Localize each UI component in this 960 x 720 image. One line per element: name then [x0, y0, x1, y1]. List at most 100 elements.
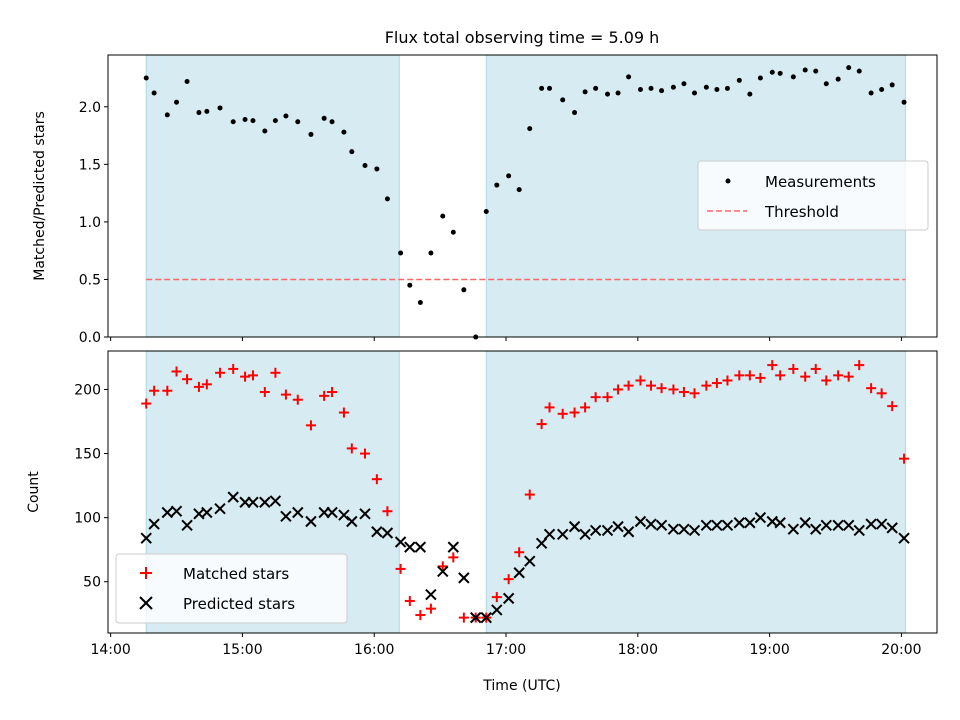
predicted-stars-point: [612, 520, 624, 533]
predicted-stars-point: [645, 518, 657, 530]
matched-stars-point: [395, 563, 406, 574]
predicted-stars-point: [832, 519, 844, 532]
predicted-stars-point: [733, 517, 746, 529]
predicted-stars-point: [404, 541, 416, 553]
matched-stars-point: [524, 489, 535, 500]
bottom-y-axis: 50 100 150 200: [74, 382, 108, 591]
measurements-point: [605, 91, 611, 97]
measurements-point: [174, 99, 180, 105]
predicted-stars-point: [425, 588, 437, 601]
matched-stars-point: [491, 592, 502, 603]
y-tick-label: 150: [74, 447, 101, 463]
predicted-stars-point: [842, 519, 855, 532]
predicted-stars-point: [269, 495, 282, 507]
top-x-ticks: [110, 337, 902, 341]
matched-stars-point: [821, 375, 832, 386]
matched-stars-point: [656, 383, 667, 394]
predicted-stars-point: [568, 520, 581, 533]
matched-stars-point: [514, 547, 525, 558]
matched-stars-point: [437, 561, 448, 572]
measurements-point: [802, 67, 808, 73]
count-series: [140, 360, 910, 624]
matched-stars-point: [678, 387, 689, 398]
x-tick-label: 18:00: [618, 642, 658, 658]
matched-stars-point: [775, 370, 786, 381]
matched-stars-point: [701, 380, 712, 391]
measurements-point: [143, 75, 149, 81]
measurements-point: [184, 78, 190, 84]
predicted-stars-point: [774, 517, 786, 529]
predicted-stars-point: [437, 565, 449, 578]
matched-stars-point: [425, 603, 436, 614]
predicted-stars-point: [346, 515, 358, 528]
matched-stars-point: [866, 383, 877, 394]
predicted-stars-point: [381, 527, 394, 539]
measurements-point: [703, 84, 709, 90]
bottom-legend: Matched stars Predicted stars: [115, 553, 348, 624]
matched-stars-point: [668, 384, 679, 395]
top-y-axis-label: Matched/Predicted stars: [32, 111, 48, 281]
matched-stars-point: [346, 443, 357, 454]
predicted-stars-point: [214, 502, 226, 515]
matched-stars-point: [292, 394, 303, 405]
measurements-point: [362, 162, 368, 168]
bottom-legend-box: [115, 553, 348, 624]
measurements-point: [835, 76, 841, 82]
matched-stars-point: [755, 372, 766, 383]
matched-stars-point: [240, 371, 251, 382]
predicted-stars-point: [744, 517, 756, 529]
matched-stars-point: [215, 367, 226, 378]
matched-stars-point: [371, 474, 382, 485]
measurements-series: [143, 65, 907, 340]
matched-stars-point: [689, 388, 700, 399]
measurements-point: [582, 89, 588, 95]
predicted-stars-point: [589, 524, 602, 537]
predicted-stars-point: [810, 523, 822, 535]
top-legend: Measurements Threshold: [697, 160, 929, 231]
x-axis-label: Time (UTC): [482, 678, 560, 694]
measurements-point: [868, 90, 874, 96]
matched-stars-point: [711, 378, 722, 389]
predicted-stars-point: [700, 519, 713, 532]
measurements-point: [428, 250, 434, 256]
matched-stars-point: [635, 375, 646, 386]
top-y-axis: 0.0 0.5 1.0 1.5 2.0: [79, 100, 108, 346]
matched-stars-point: [503, 574, 514, 585]
measurements-point: [901, 99, 907, 105]
matched-stars-point: [382, 506, 393, 517]
matched-stars-point: [182, 374, 193, 385]
measurements-point: [384, 196, 390, 202]
measurements-point: [250, 118, 256, 124]
predicted-stars-point: [305, 515, 317, 528]
matched-stars-point: [360, 448, 371, 459]
predicted-stars-point: [787, 523, 800, 535]
measurements-point: [295, 119, 301, 125]
predicted-stars-point: [148, 518, 160, 530]
predicted-stars-point: [524, 555, 536, 567]
matched-stars-point: [280, 389, 291, 400]
predicted-stars-point: [853, 524, 865, 537]
predicted-stars-point: [394, 536, 407, 548]
measurements-point: [321, 115, 327, 121]
predicted-stars-point: [688, 524, 701, 537]
predicted-legend-marker: [139, 596, 153, 610]
matched-stars-point: [162, 385, 173, 396]
measurements-point: [151, 90, 157, 96]
bottom-subplot: 50 100 150 200 14:00 15:00 16:00 17:00 18:00 19:…: [26, 350, 938, 694]
matched-stars-point: [415, 610, 426, 621]
measurements-point: [757, 75, 763, 81]
matched-stars-point: [247, 370, 258, 381]
matched-stars-point: [580, 402, 591, 413]
measurements-point: [374, 166, 380, 172]
observing-interval-1: [145, 54, 400, 338]
matched-stars-point: [448, 552, 459, 563]
matched-stars-point: [810, 363, 821, 374]
predicted-stars-point: [140, 532, 152, 544]
measurements-point: [670, 84, 676, 90]
measurements-point: [450, 229, 456, 235]
predicted-stars-point: [754, 511, 767, 524]
measurements-point: [329, 119, 335, 125]
matched-stars-point: [305, 420, 316, 431]
predicted-stars-point: [634, 515, 647, 528]
measurements-point: [572, 110, 578, 116]
